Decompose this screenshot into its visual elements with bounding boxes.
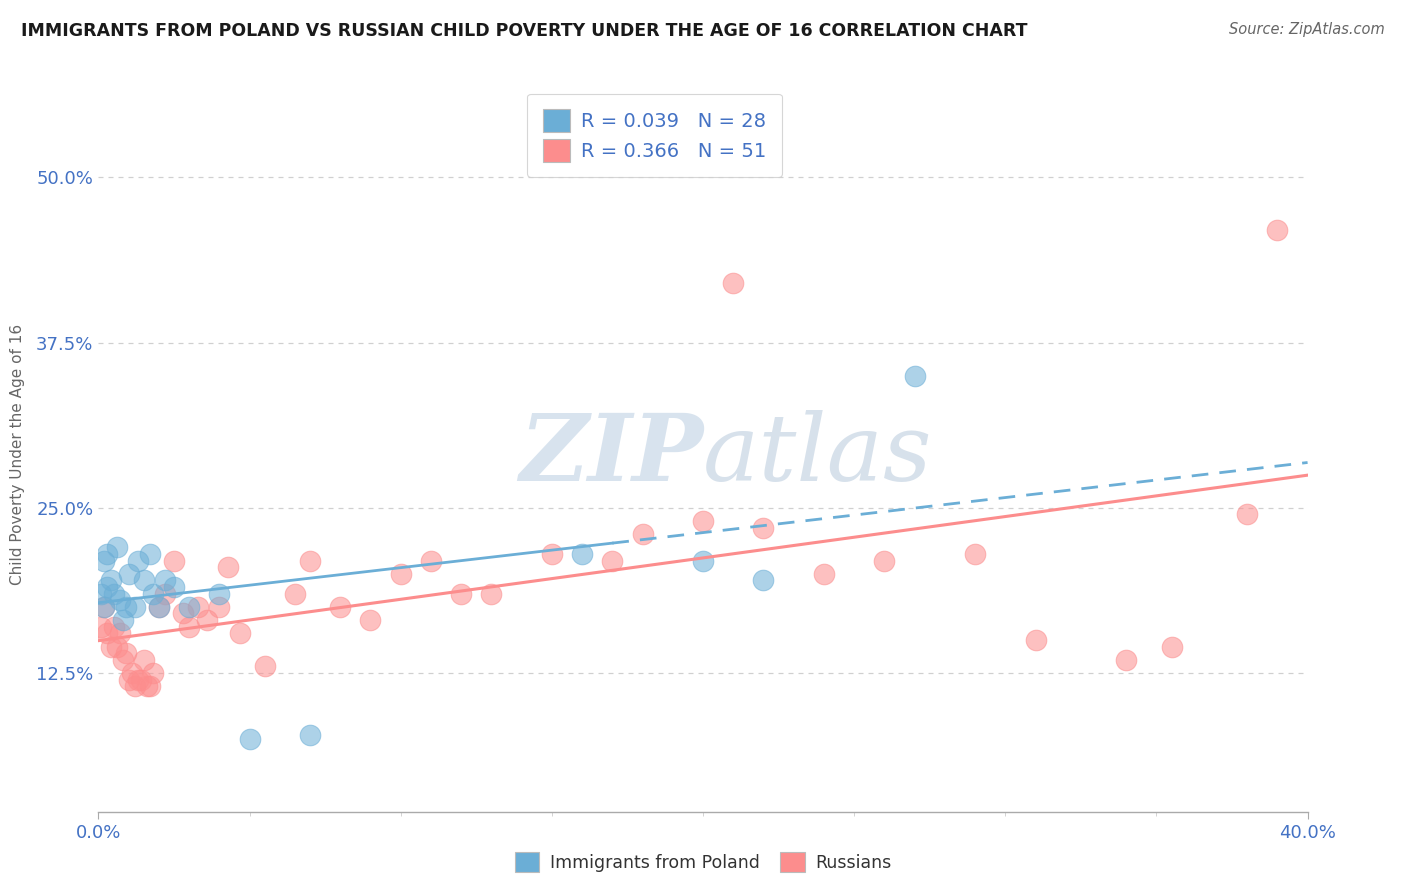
Point <box>481 587 503 601</box>
Point <box>111 613 134 627</box>
Point <box>93 599 115 614</box>
Point <box>723 276 745 290</box>
Point <box>179 620 201 634</box>
Point <box>103 620 125 634</box>
Point <box>450 587 472 601</box>
Point <box>142 587 165 601</box>
Point <box>93 554 115 568</box>
Point <box>90 620 112 634</box>
Point <box>132 653 155 667</box>
Point <box>118 566 141 581</box>
Point <box>217 560 239 574</box>
Text: IMMIGRANTS FROM POLAND VS RUSSIAN CHILD POVERTY UNDER THE AGE OF 16 CORRELATION : IMMIGRANTS FROM POLAND VS RUSSIAN CHILD … <box>21 22 1028 40</box>
Point <box>571 547 593 561</box>
Point <box>1160 640 1182 654</box>
Point <box>208 599 231 614</box>
Point <box>148 599 170 614</box>
Point <box>121 665 143 680</box>
Text: ZIP: ZIP <box>519 410 703 500</box>
Point <box>93 599 115 614</box>
Point <box>139 679 162 693</box>
Point <box>105 640 128 654</box>
Legend: R = 0.039   N = 28, R = 0.366   N = 51: R = 0.039 N = 28, R = 0.366 N = 51 <box>527 94 782 178</box>
Point <box>100 574 122 588</box>
Point <box>114 646 136 660</box>
Point <box>103 587 125 601</box>
Point <box>127 554 149 568</box>
Point <box>105 541 128 555</box>
Point <box>135 679 157 693</box>
Point <box>111 653 134 667</box>
Point <box>229 626 252 640</box>
Point <box>1115 653 1137 667</box>
Point <box>148 599 170 614</box>
Point <box>108 593 131 607</box>
Point <box>239 732 262 747</box>
Point <box>129 673 152 687</box>
Point <box>90 587 112 601</box>
Point <box>124 599 146 614</box>
Point <box>139 547 162 561</box>
Point <box>965 547 987 561</box>
Point <box>873 554 896 568</box>
Point <box>299 728 322 742</box>
Point <box>631 527 654 541</box>
Point <box>195 613 218 627</box>
Point <box>124 679 146 693</box>
Legend: Immigrants from Poland, Russians: Immigrants from Poland, Russians <box>508 845 898 879</box>
Point <box>329 599 352 614</box>
Point <box>96 626 118 640</box>
Point <box>904 368 927 383</box>
Point <box>602 554 624 568</box>
Point <box>142 665 165 680</box>
Text: atlas: atlas <box>703 410 932 500</box>
Point <box>179 599 201 614</box>
Point <box>692 514 714 528</box>
Point <box>692 554 714 568</box>
Point <box>172 607 194 621</box>
Point <box>163 580 186 594</box>
Point <box>96 547 118 561</box>
Point <box>299 554 322 568</box>
Point <box>153 587 176 601</box>
Point <box>540 547 562 561</box>
Point <box>153 574 176 588</box>
Text: Source: ZipAtlas.com: Source: ZipAtlas.com <box>1229 22 1385 37</box>
Point <box>96 580 118 594</box>
Point <box>360 613 382 627</box>
Point <box>114 599 136 614</box>
Point <box>1267 223 1289 237</box>
Point <box>752 574 775 588</box>
Point <box>389 566 412 581</box>
Point <box>752 520 775 534</box>
Point <box>108 626 131 640</box>
Point <box>127 673 149 687</box>
Point <box>1236 508 1258 522</box>
Point <box>100 640 122 654</box>
Point <box>208 587 231 601</box>
Point <box>187 599 209 614</box>
Point <box>420 554 443 568</box>
Point <box>253 659 276 673</box>
Y-axis label: Child Poverty Under the Age of 16: Child Poverty Under the Age of 16 <box>10 325 25 585</box>
Point <box>132 574 155 588</box>
Point <box>163 554 186 568</box>
Point <box>284 587 307 601</box>
Point <box>118 673 141 687</box>
Point <box>813 566 835 581</box>
Point <box>1024 632 1046 647</box>
